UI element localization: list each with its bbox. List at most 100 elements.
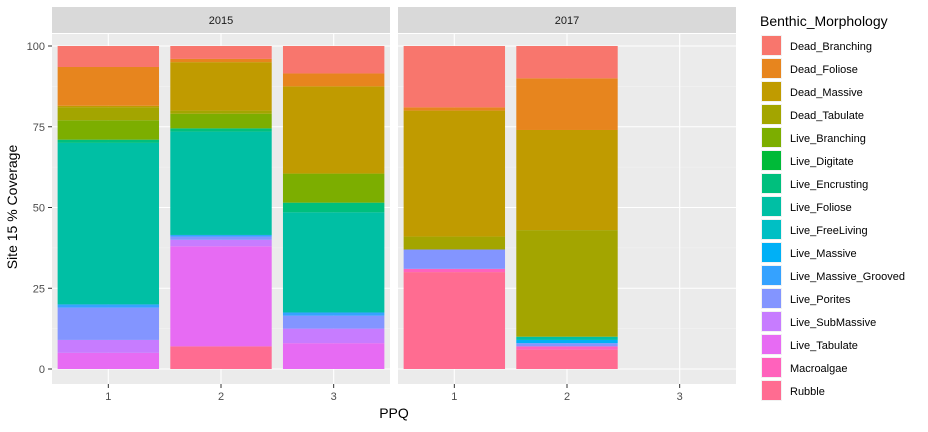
y-axis-title: Site 15 % Coverage <box>4 145 20 270</box>
facet-strip-label: 2017 <box>555 15 579 27</box>
legend-item-Dead_Tabulate: Dead_Tabulate <box>761 104 864 125</box>
axes: Site 15 % Coverage PPQ 0 25 50 75 100 <box>4 41 409 421</box>
bar-segment-Macroalgae <box>516 346 618 350</box>
legend-item-Live_SubMassive: Live_SubMassive <box>761 311 876 332</box>
bar-segment-Live_Porites <box>282 315 385 329</box>
bar-segment-Live_SubMassive <box>170 239 272 247</box>
legend-item-Live_Foliose: Live_Foliose <box>761 196 852 217</box>
bar-segment-Live_Massive <box>516 339 618 344</box>
bar-segment-Live_Porites <box>57 307 160 340</box>
x-tick-label: 2 <box>564 391 570 403</box>
legend-title: Benthic_Morphology <box>760 13 888 29</box>
legend-item-Macroalgae: Macroalgae <box>761 357 847 378</box>
legend-item-Dead_Branching: Dead_Branching <box>761 35 872 56</box>
bar-segment-Live_Encrusting <box>282 202 385 213</box>
facet-strip <box>52 7 390 33</box>
legend-label: Dead_Massive <box>790 87 863 99</box>
legend-swatch <box>762 82 781 101</box>
legend-swatch <box>762 335 781 354</box>
bar-segment-Dead_Massive <box>57 105 160 108</box>
legend-swatch <box>762 266 781 285</box>
bar-segment-Dead_Foliose <box>170 58 272 63</box>
bar-segment-Live_Porites <box>516 343 618 347</box>
legend-swatch <box>762 381 781 400</box>
bar-segment-Dead_Branching <box>282 46 385 74</box>
x-tick-label: 1 <box>105 391 111 403</box>
bar-segment-Dead_Branching <box>403 46 506 108</box>
facet-strip <box>398 7 736 33</box>
bar-segment-Macroalgae <box>403 268 506 273</box>
legend-item-Live_Tabulate: Live_Tabulate <box>761 334 858 355</box>
bar-segment-Live_Massive_Grooved <box>282 312 385 316</box>
legend-label: Live_Digitate <box>790 156 854 168</box>
bar-segment-Live_Tabulate <box>282 343 385 369</box>
bar-segment-Live_Foliose <box>57 142 160 305</box>
legend-swatch <box>762 128 781 147</box>
bar-segment-Dead_Massive <box>282 86 385 174</box>
bar-segment-Live_Branching <box>170 113 272 129</box>
legend-swatch <box>762 151 781 170</box>
bar-segment-Rubble <box>170 346 272 369</box>
bar-segment-Dead_Massive <box>403 110 506 237</box>
legend-label: Live_Massive <box>790 248 857 260</box>
y-tick-label: 75 <box>33 122 45 134</box>
bar-segment-Live_Branching <box>282 173 385 203</box>
legend-swatch <box>762 105 781 124</box>
legend-label: Live_FreeLiving <box>790 225 868 237</box>
bar-segment-Live_Branching <box>57 120 160 140</box>
bar-segment-Dead_Tabulate <box>516 230 618 337</box>
bar-segment-Live_Porites <box>170 236 272 240</box>
legend-swatch <box>762 312 781 331</box>
legend-swatch <box>762 36 781 55</box>
legend-swatch <box>762 220 781 239</box>
legend-label: Macroalgae <box>790 363 847 375</box>
bar-segment-Dead_Branching <box>57 46 160 67</box>
legend-label: Live_Foliose <box>790 202 852 214</box>
bar-segment-Dead_Foliose <box>403 107 506 111</box>
bar-segment-Live_SubMassive <box>282 328 385 344</box>
bar-2017-1 <box>403 46 506 369</box>
y-tick-label: 100 <box>27 41 45 53</box>
x-axis-title: PPQ <box>379 405 409 421</box>
facet-strip-label: 2015 <box>209 15 233 27</box>
bar-segment-Rubble <box>516 349 618 369</box>
bar-segment-Dead_Tabulate <box>57 107 160 121</box>
bar-segment-Dead_Branching <box>170 46 272 59</box>
bar-segment-Live_Porites <box>403 249 506 269</box>
legend-label: Live_Encrusting <box>790 179 868 191</box>
legend-item-Live_Encrusting: Live_Encrusting <box>761 173 868 194</box>
legend-label: Dead_Branching <box>790 41 872 53</box>
bar-segment-Live_Tabulate <box>170 246 272 347</box>
facet-panels: 2015 1 2 3 2017 1 2 3 <box>52 7 736 403</box>
bar-2015-1 <box>57 46 160 369</box>
bar-segment-Dead_Massive <box>170 62 272 111</box>
legend-swatch <box>762 243 781 262</box>
x-tick-label: 3 <box>331 391 337 403</box>
bar-segment-Live_Foliose <box>282 212 385 313</box>
bar-segment-Dead_Foliose <box>282 73 385 87</box>
legend-label: Rubble <box>790 386 825 398</box>
y-tick-label: 0 <box>39 364 45 376</box>
bar-segment-Live_Foliose <box>516 336 618 340</box>
bar-segment-Dead_Massive <box>516 129 618 231</box>
legend-label: Dead_Tabulate <box>790 110 864 122</box>
legend-label: Live_Massive_Grooved <box>790 271 905 283</box>
legend-label: Live_Porites <box>790 294 851 306</box>
bar-segment-Live_SubMassive <box>57 339 160 353</box>
legend-item-Live_Porites: Live_Porites <box>761 288 851 309</box>
x-tick-label: 2 <box>218 391 224 403</box>
y-tick-label: 25 <box>33 283 45 295</box>
legend-item-Live_Digitate: Live_Digitate <box>761 150 854 171</box>
legend-swatch <box>762 289 781 308</box>
legend-label: Live_SubMassive <box>790 317 876 329</box>
bar-segment-Dead_Foliose <box>516 78 618 130</box>
bar-segment-Dead_Tabulate <box>170 110 272 114</box>
facet-panel-2017: 2017 1 2 3 <box>398 7 736 403</box>
legend-swatch <box>762 197 781 216</box>
bar-2015-3 <box>282 46 385 369</box>
x-tick-label: 1 <box>451 391 457 403</box>
legend-item-Live_Massive_Grooved: Live_Massive_Grooved <box>761 265 905 286</box>
bar-segment-Live_Encrusting <box>170 128 272 132</box>
